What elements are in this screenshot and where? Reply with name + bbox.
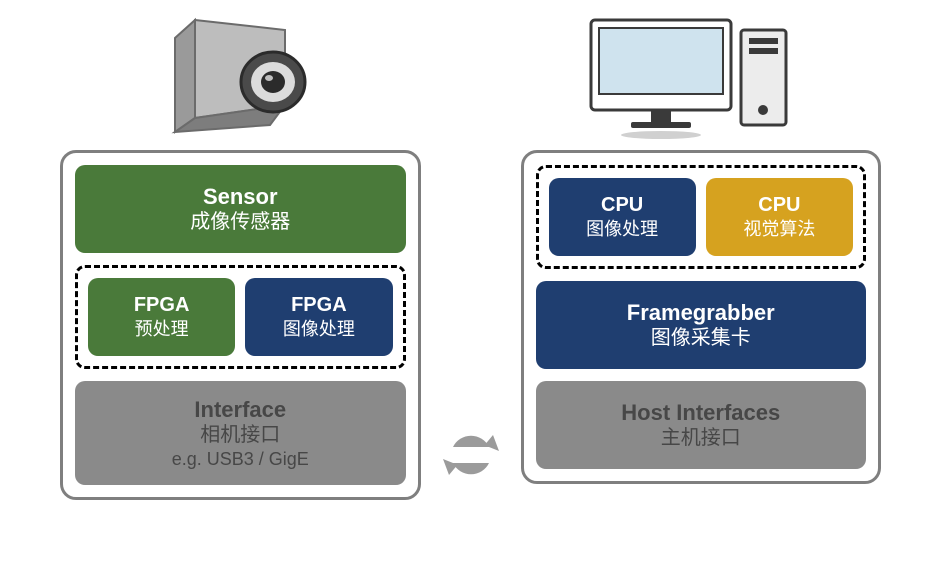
cpu-algorithm-block: CPU 视觉算法 bbox=[706, 178, 853, 256]
cpu-alg-sub: 视觉算法 bbox=[743, 218, 815, 241]
framegrabber-sub: 图像采集卡 bbox=[651, 326, 751, 351]
sensor-title: Sensor bbox=[203, 183, 278, 211]
sensor-sub: 成像传感器 bbox=[190, 210, 290, 235]
pc-icon bbox=[581, 10, 801, 140]
fpga-preprocess-block: FPGA 预处理 bbox=[88, 278, 235, 356]
interface-block: Interface 相机接口 e.g. USB3 / GigE bbox=[75, 381, 406, 485]
cpu-img-sub: 图像处理 bbox=[586, 218, 658, 241]
fpga-dashed-group: FPGA 预处理 FPGA 图像处理 bbox=[75, 265, 406, 369]
host-panel: CPU 图像处理 CPU 视觉算法 Framegrabber 图像采集卡 Hos… bbox=[521, 150, 882, 484]
cpu-alg-title: CPU bbox=[758, 193, 800, 218]
interface-title: Interface bbox=[194, 396, 286, 424]
fpga-img-sub: 图像处理 bbox=[283, 318, 355, 341]
sync-icon bbox=[441, 425, 501, 485]
fpga-pre-sub: 预处理 bbox=[135, 318, 189, 341]
camera-icon bbox=[160, 10, 320, 140]
hostif-sub: 主机接口 bbox=[661, 426, 741, 451]
camera-panel: Sensor 成像传感器 FPGA 预处理 FPGA 图像处理 Interfac… bbox=[60, 150, 421, 500]
hostif-title: Host Interfaces bbox=[621, 399, 780, 427]
interface-extra: e.g. USB3 / GigE bbox=[172, 448, 309, 471]
fpga-img-title: FPGA bbox=[291, 293, 347, 318]
fpga-image-block: FPGA 图像处理 bbox=[245, 278, 392, 356]
cpu-image-block: CPU 图像处理 bbox=[549, 178, 696, 256]
framegrabber-title: Framegrabber bbox=[627, 299, 775, 327]
cpu-dashed-group: CPU 图像处理 CPU 视觉算法 bbox=[536, 165, 867, 269]
framegrabber-block: Framegrabber 图像采集卡 bbox=[536, 281, 867, 369]
interface-sub: 相机接口 bbox=[200, 423, 280, 448]
fpga-pre-title: FPGA bbox=[134, 293, 190, 318]
cpu-img-title: CPU bbox=[601, 193, 643, 218]
host-interfaces-block: Host Interfaces 主机接口 bbox=[536, 381, 867, 469]
sensor-block: Sensor 成像传感器 bbox=[75, 165, 406, 253]
